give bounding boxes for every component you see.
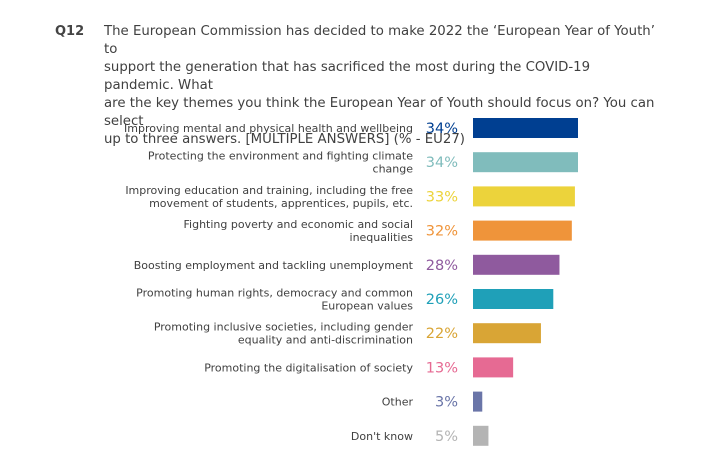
category-label: Promoting inclusive societies, including… <box>154 321 414 347</box>
bar <box>473 289 554 309</box>
value-label: 26% <box>426 292 458 308</box>
bar <box>473 254 560 275</box>
value-label: 33% <box>426 189 458 205</box>
category-label: Improving education and training, includ… <box>125 184 413 210</box>
question-number: Q12 <box>55 24 85 39</box>
category-label: Improving mental and physical health and… <box>124 122 413 135</box>
bar <box>473 220 572 241</box>
question-text: The European Commission has decided to m… <box>104 24 655 147</box>
bar <box>473 357 514 378</box>
category-label: Don't know <box>351 430 413 443</box>
category-label: Boosting employment and tackling unemplo… <box>134 259 414 272</box>
category-label: Promoting human rights, democracy and co… <box>136 287 413 313</box>
value-label: 34% <box>426 121 458 137</box>
value-label: 28% <box>426 258 458 274</box>
bar <box>473 323 541 344</box>
value-label: 34% <box>426 155 458 171</box>
bar <box>473 152 578 173</box>
value-label: 5% <box>435 429 458 445</box>
category-label: Promoting the digitalisation of society <box>204 361 413 374</box>
category-label: Protecting the environment and fighting … <box>148 150 413 176</box>
category-label: Fighting poverty and economic and social… <box>184 218 414 244</box>
bar <box>473 391 483 412</box>
value-label: 3% <box>435 395 458 411</box>
value-label: 22% <box>426 326 458 342</box>
bar <box>473 425 489 446</box>
bar <box>473 186 575 207</box>
value-label: 32% <box>426 224 458 240</box>
category-label: Other <box>382 396 414 409</box>
bar <box>473 118 578 138</box>
value-label: 13% <box>426 360 458 376</box>
